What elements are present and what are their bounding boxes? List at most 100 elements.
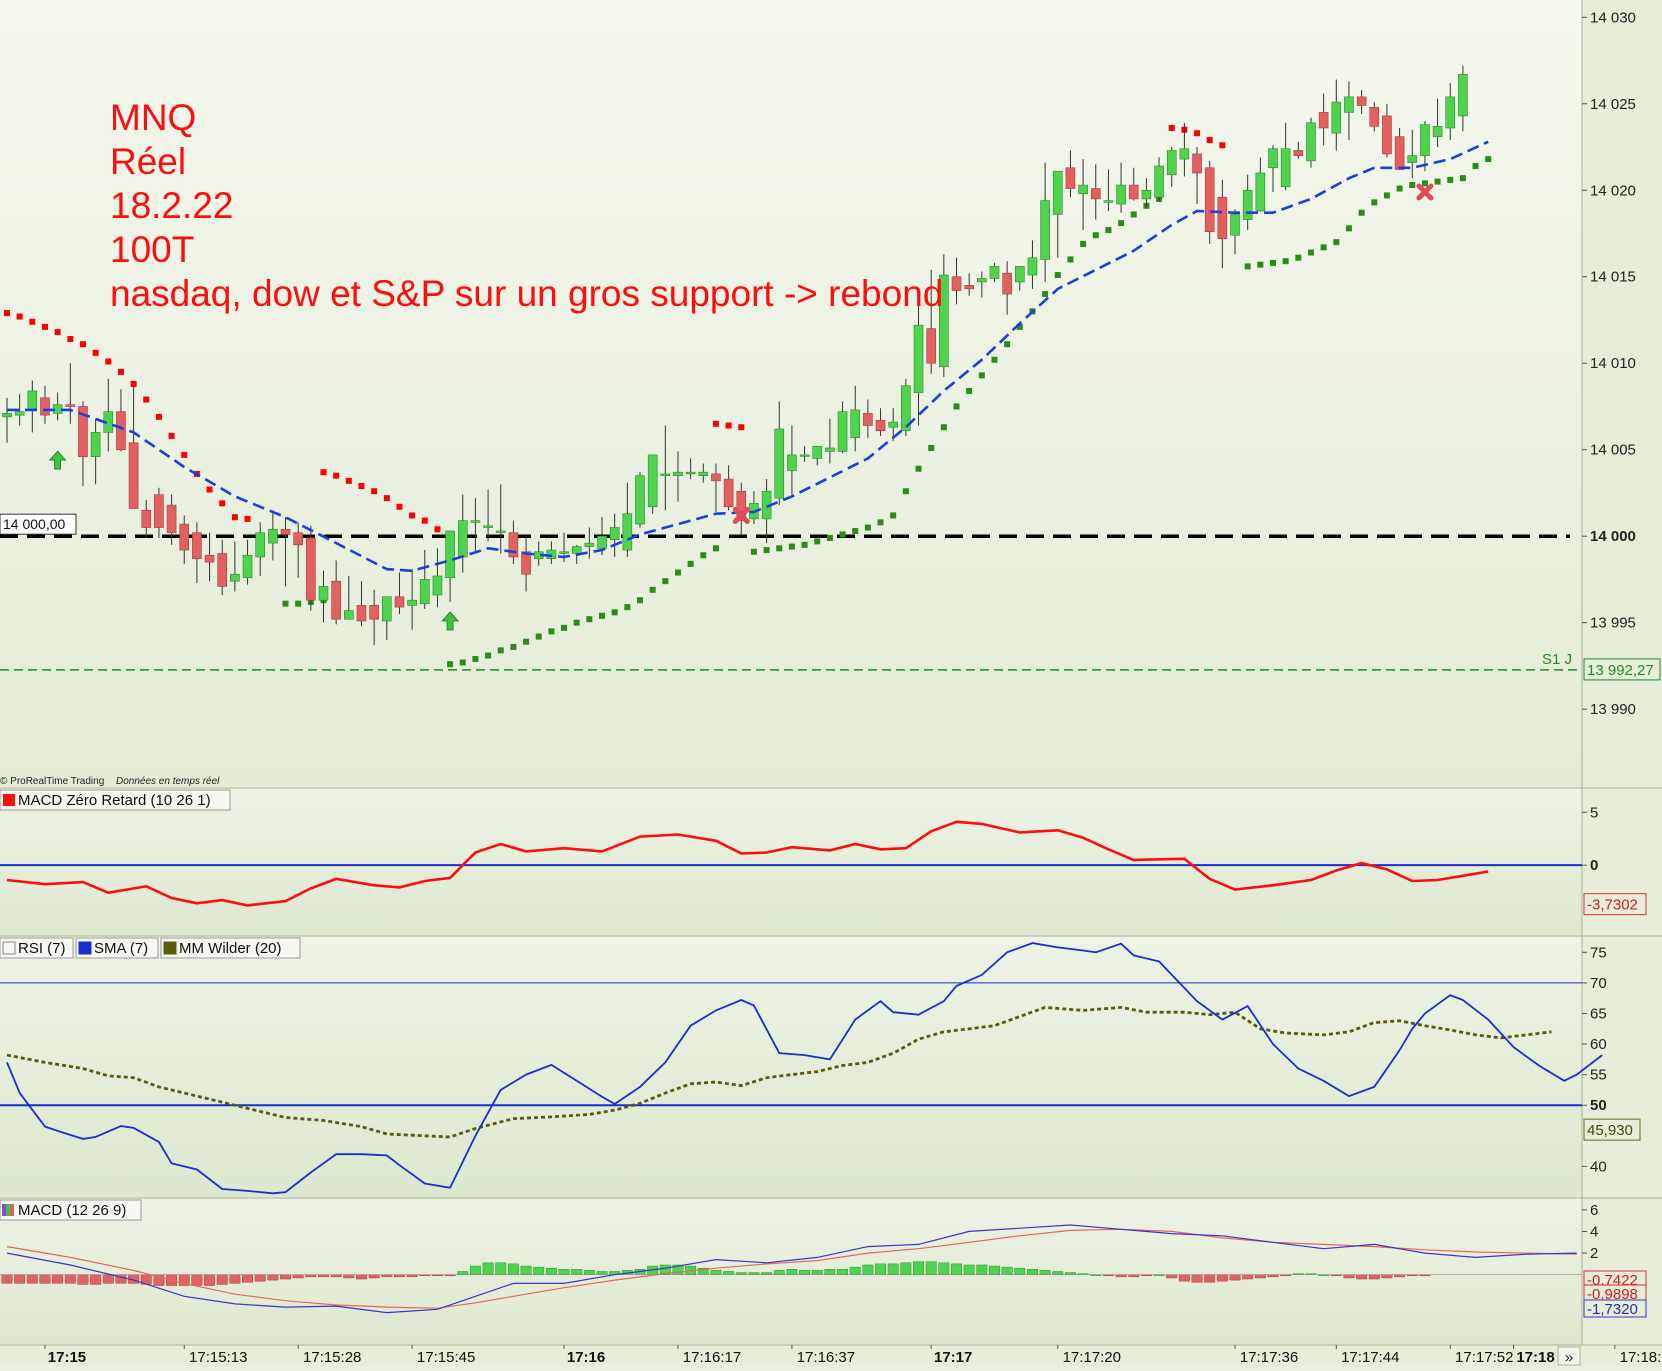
support-s1-label: S1 J xyxy=(1542,651,1572,668)
sar-dot-below xyxy=(611,609,618,616)
sar-dot-below xyxy=(700,552,707,559)
macd-zero-lag-pane[interactable] xyxy=(0,789,1582,935)
sar-dot-below xyxy=(687,560,694,567)
rsi-tick-label: 75 xyxy=(1590,944,1607,961)
candle-body xyxy=(1065,167,1076,189)
sar-dot-above xyxy=(1206,137,1213,144)
mm-wilder-line xyxy=(6,1005,1552,1139)
sar-dot-above xyxy=(320,469,327,476)
macd-histogram-bar xyxy=(1216,1274,1228,1282)
candle-body xyxy=(521,551,531,575)
macd-histogram-bar xyxy=(723,1271,735,1275)
rsi-legend-box xyxy=(0,937,74,959)
candle xyxy=(1192,147,1202,205)
price-tick-label: 14 025 xyxy=(1590,96,1636,113)
candle-body xyxy=(1027,257,1038,276)
candle xyxy=(1217,179,1228,269)
macd-histogram-bar xyxy=(951,1263,962,1275)
candle xyxy=(888,408,899,442)
sar-dot-below xyxy=(624,604,631,611)
candle-body xyxy=(913,324,924,393)
candle-body xyxy=(1382,115,1392,155)
macd-zero-lag-layer: 5 0 -3,7302 MACD Zéro Retard (10 26 1) xyxy=(0,789,1647,916)
candle-body xyxy=(559,551,569,554)
sar-dot-below xyxy=(763,547,770,554)
rsi-legend-text: RSI (7) xyxy=(18,940,66,957)
sar-dot-below xyxy=(814,538,821,545)
sar-dot-below xyxy=(864,524,871,531)
macd-histogram-bar xyxy=(204,1274,216,1286)
macd-histogram-bar xyxy=(963,1264,975,1275)
copyright-brand: © ProRealTime Trading xyxy=(0,776,104,787)
candle xyxy=(381,596,392,640)
candle-body xyxy=(1356,96,1367,106)
sar-dot-below xyxy=(535,633,542,640)
annotation-line-2: Réel xyxy=(110,141,187,182)
candle-body xyxy=(179,523,190,551)
time-axis[interactable] xyxy=(0,1345,1662,1366)
sar-dot-below xyxy=(282,600,289,607)
sar-dot-above xyxy=(333,472,340,479)
rsi-legend-item: SMA (7) xyxy=(75,937,159,959)
candle xyxy=(926,269,936,374)
sar-dot-below xyxy=(877,519,884,526)
price-pane[interactable] xyxy=(0,0,1582,787)
macd-histogram-bar xyxy=(77,1274,89,1285)
sar-dot-below xyxy=(1282,258,1289,265)
rsi-pane[interactable] xyxy=(0,937,1582,1197)
sar-dot-below xyxy=(1485,156,1492,163)
candle xyxy=(875,408,886,436)
candle xyxy=(192,522,202,583)
candle xyxy=(344,575,354,620)
sar-dot-below xyxy=(561,624,568,631)
candle xyxy=(609,513,620,557)
candle-body xyxy=(723,478,734,508)
time-tick-label: 17:15:28 xyxy=(303,1349,361,1366)
chart-annotation: MNQ Réel 18.2.22 100T nasdaq, dow et S&P… xyxy=(110,96,943,316)
candle-body xyxy=(1344,96,1354,113)
macd-legend: MACD (12 26 9) xyxy=(0,1199,142,1221)
sar-dot-above xyxy=(383,495,390,502)
macd-legend-swatch-2 xyxy=(6,1204,10,1216)
candle xyxy=(1179,122,1190,177)
candle-body xyxy=(204,554,215,563)
scroll-forward-button[interactable] xyxy=(1557,1346,1581,1366)
sar-dot-below xyxy=(1080,240,1087,247)
candle xyxy=(1268,145,1278,192)
candle-body xyxy=(1192,153,1202,174)
sar-dot-above xyxy=(16,313,23,320)
sar-dot-below xyxy=(1092,232,1099,239)
macd-histogram-bar xyxy=(571,1269,583,1275)
macd-histogram-bar xyxy=(1178,1274,1190,1282)
candle xyxy=(242,539,253,585)
macd-histogram-bar xyxy=(26,1274,38,1284)
candle-body xyxy=(1318,112,1329,129)
candle-body xyxy=(597,535,607,549)
candle-body xyxy=(483,525,493,528)
sar-dot-below xyxy=(510,643,517,650)
candle xyxy=(394,572,405,615)
price-tick-label: 14 020 xyxy=(1590,182,1636,199)
candle xyxy=(635,472,645,528)
candle xyxy=(584,527,595,559)
candle-body xyxy=(1394,136,1405,170)
sar-dot-below xyxy=(1118,220,1125,227)
level-14000-tag: 14 000,00 xyxy=(0,513,77,535)
candle-body xyxy=(90,432,101,457)
sar-dot-below xyxy=(472,656,479,663)
sar-dot-below xyxy=(573,619,580,626)
macd-histogram-bar xyxy=(849,1266,861,1275)
candle xyxy=(1394,127,1405,170)
sar-dot-below xyxy=(966,387,973,394)
candle-body xyxy=(1078,184,1088,195)
candle xyxy=(445,530,455,602)
sar-dot-below xyxy=(295,600,302,607)
moving-average-line xyxy=(7,140,1489,573)
candle-body xyxy=(609,527,620,540)
sar-dot-above xyxy=(345,477,352,484)
annotation-line-4: 100T xyxy=(110,229,195,270)
candle xyxy=(977,271,987,298)
